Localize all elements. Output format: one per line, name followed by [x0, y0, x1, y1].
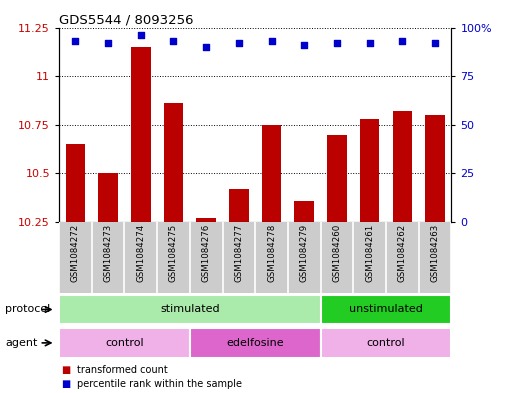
Text: control: control — [105, 338, 144, 348]
Bar — [360, 119, 380, 222]
Bar — [425, 115, 445, 222]
Text: GSM1084276: GSM1084276 — [202, 224, 211, 283]
Point — [202, 44, 210, 50]
Bar — [229, 189, 249, 222]
Text: protocol: protocol — [5, 305, 50, 314]
Bar — [66, 144, 85, 222]
Text: GSM1084261: GSM1084261 — [365, 224, 374, 283]
Text: control: control — [367, 338, 405, 348]
Point — [398, 38, 406, 44]
Text: unstimulated: unstimulated — [349, 305, 423, 314]
Text: ■: ■ — [62, 379, 71, 389]
Bar — [131, 47, 150, 222]
Point — [366, 40, 374, 46]
Text: percentile rank within the sample: percentile rank within the sample — [77, 379, 242, 389]
Bar — [327, 134, 347, 222]
Text: GSM1084279: GSM1084279 — [300, 224, 309, 282]
Bar — [321, 295, 451, 324]
Text: GSM1084262: GSM1084262 — [398, 224, 407, 283]
Bar — [392, 111, 412, 222]
Text: GSM1084272: GSM1084272 — [71, 224, 80, 283]
Text: stimulated: stimulated — [160, 305, 220, 314]
Point — [267, 38, 275, 44]
Point — [71, 38, 80, 44]
Bar — [294, 201, 314, 222]
Point — [104, 40, 112, 46]
Bar — [59, 295, 321, 324]
Text: GSM1084277: GSM1084277 — [234, 224, 243, 283]
Point — [300, 42, 308, 48]
Text: ■: ■ — [62, 365, 71, 375]
Text: GDS5544 / 8093256: GDS5544 / 8093256 — [59, 13, 193, 26]
Point — [169, 38, 177, 44]
Point — [333, 40, 341, 46]
Text: agent: agent — [5, 338, 37, 348]
Text: edelfosine: edelfosine — [226, 338, 284, 348]
Text: GSM1084275: GSM1084275 — [169, 224, 178, 283]
Text: GSM1084274: GSM1084274 — [136, 224, 145, 283]
Bar — [59, 328, 190, 358]
Text: GSM1084278: GSM1084278 — [267, 224, 276, 283]
Bar — [164, 103, 183, 222]
Bar — [196, 218, 216, 222]
Text: GSM1084273: GSM1084273 — [104, 224, 112, 283]
Point — [431, 40, 439, 46]
Text: GSM1084263: GSM1084263 — [430, 224, 440, 283]
Point — [136, 32, 145, 39]
Text: transformed count: transformed count — [77, 365, 168, 375]
Point — [235, 40, 243, 46]
Text: GSM1084260: GSM1084260 — [332, 224, 342, 283]
Bar — [98, 173, 118, 222]
Bar — [321, 328, 451, 358]
Bar — [262, 125, 281, 222]
Bar — [190, 328, 321, 358]
